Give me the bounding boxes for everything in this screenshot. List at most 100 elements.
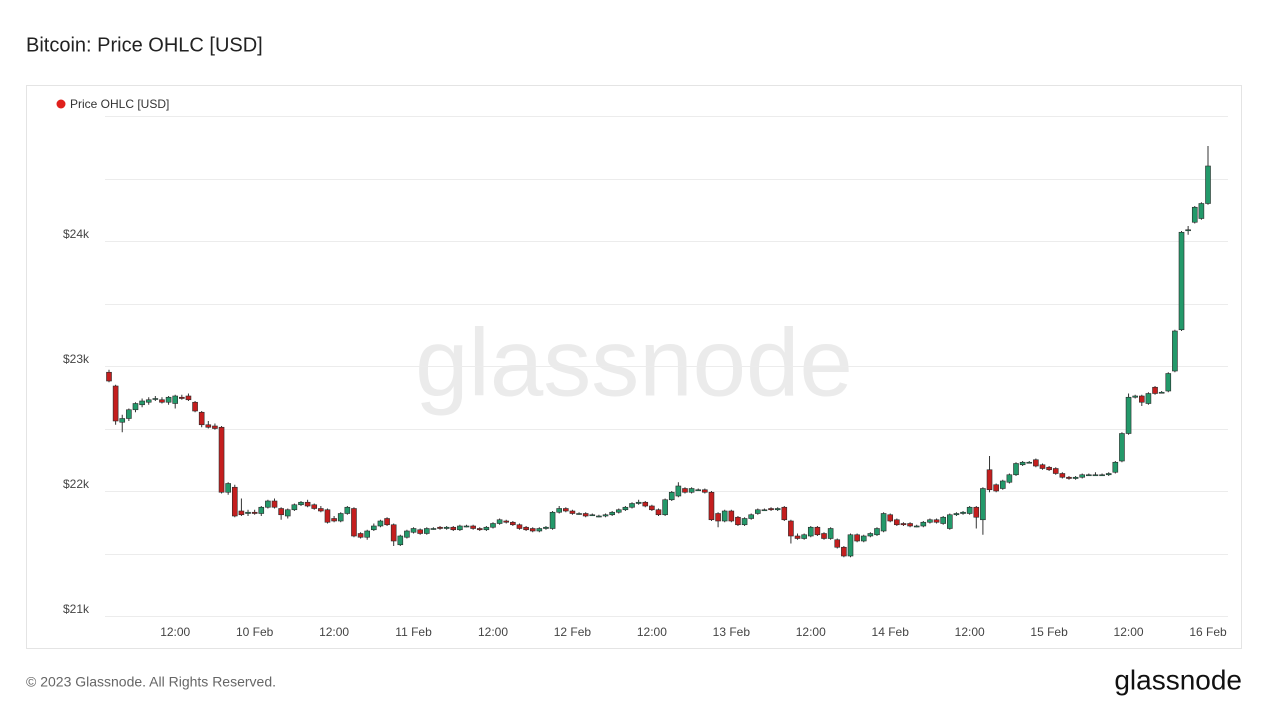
candle-body — [1099, 474, 1105, 477]
candle-body — [106, 371, 112, 382]
candle-body — [510, 521, 516, 526]
candle-body — [940, 516, 946, 524]
candle-body — [774, 508, 781, 511]
candle-body — [205, 424, 212, 428]
candle-body — [1165, 373, 1172, 392]
candle-body — [622, 506, 629, 511]
candle-body — [470, 525, 476, 529]
candle-body — [927, 519, 933, 523]
candle-body — [887, 514, 894, 522]
candle-body — [635, 501, 642, 504]
candle-body — [284, 509, 291, 517]
candle-body — [960, 511, 966, 514]
candle-body — [139, 400, 145, 406]
candle-body — [410, 528, 417, 533]
candle-body — [748, 514, 754, 519]
chart-title: Bitcoin: Price OHLC [USD] — [26, 34, 263, 56]
candle-body — [490, 523, 496, 528]
candle-body — [966, 506, 973, 514]
candle-body — [933, 519, 940, 523]
candle-body — [417, 529, 423, 534]
candle-body — [390, 524, 397, 542]
candle-body — [1072, 476, 1079, 479]
candle-body — [198, 411, 205, 426]
candle-body — [463, 525, 470, 528]
candle-body — [741, 518, 748, 526]
candle-body — [755, 509, 761, 514]
candle-body — [999, 480, 1006, 489]
candle-body — [1198, 203, 1205, 219]
candle-body — [225, 483, 231, 493]
candle-body — [1158, 391, 1165, 394]
candle-body — [642, 501, 649, 507]
candle-body — [119, 418, 126, 423]
x-tick-label: 11 Feb — [395, 625, 432, 639]
y-tick-label: $22k — [63, 477, 90, 491]
candle-body — [655, 509, 662, 516]
candle-body — [152, 398, 159, 400]
candle-body — [1019, 461, 1026, 466]
candle-body — [1172, 330, 1178, 372]
x-tick-label: 14 Feb — [872, 625, 910, 639]
candle-body — [1006, 474, 1013, 483]
candle-body — [1145, 393, 1152, 404]
y-tick-label: $23k — [63, 352, 90, 366]
x-tick-label: 12:00 — [160, 625, 190, 639]
candle-body — [397, 535, 404, 546]
candle-body — [1079, 474, 1086, 478]
x-tick-label: 15 Feb — [1030, 625, 1068, 639]
candle-body — [794, 535, 801, 539]
candle-body — [721, 510, 728, 522]
watermark: glassnode — [415, 309, 853, 416]
candle-body — [351, 508, 357, 537]
candle-body — [344, 506, 351, 514]
candle-body — [973, 506, 980, 518]
candle-body — [523, 526, 529, 531]
candle-body — [814, 526, 821, 536]
candle-body — [682, 488, 688, 493]
candle-body — [907, 523, 913, 527]
candle-body — [1086, 474, 1092, 477]
candle-body — [688, 488, 695, 493]
candle-body — [834, 539, 841, 548]
candle-body — [179, 396, 185, 399]
candle-body — [536, 528, 543, 532]
candle-body — [953, 513, 960, 516]
candle-body — [986, 469, 993, 491]
candle-body — [258, 506, 265, 514]
candle-body — [980, 488, 986, 521]
candle-body — [768, 508, 774, 511]
candle-body — [1191, 206, 1198, 223]
candle-body — [483, 526, 490, 531]
candle-body — [556, 508, 562, 513]
candle-body — [404, 530, 410, 538]
candle-body — [1026, 461, 1033, 464]
candle-body — [761, 509, 768, 512]
x-tick-label: 13 Feb — [713, 625, 751, 639]
candle-body — [145, 399, 152, 403]
candle-body — [318, 508, 324, 512]
candle-body — [715, 513, 721, 522]
candle-body — [913, 525, 920, 528]
candle-body — [609, 511, 615, 516]
candle-body — [860, 535, 867, 542]
candle-body — [231, 486, 238, 517]
candle-body — [423, 528, 430, 534]
candle-body — [192, 401, 198, 412]
candle-body — [841, 546, 847, 557]
candle-body — [1092, 474, 1099, 477]
candle-body — [1105, 473, 1112, 476]
candle-body — [311, 504, 318, 509]
candle-body — [278, 508, 284, 516]
candle-body — [781, 506, 788, 521]
x-tick-label: 16 Feb — [1189, 625, 1227, 639]
candle-body — [1112, 461, 1119, 473]
candle-body — [1059, 473, 1066, 478]
legend-label: Price OHLC [USD] — [70, 97, 169, 111]
candle-body — [371, 525, 377, 531]
x-tick-label: 12:00 — [319, 625, 349, 639]
candle-body — [457, 525, 463, 531]
candle-body — [516, 524, 523, 529]
candle-body — [668, 491, 675, 501]
x-tick-label: 10 Feb — [236, 625, 274, 639]
